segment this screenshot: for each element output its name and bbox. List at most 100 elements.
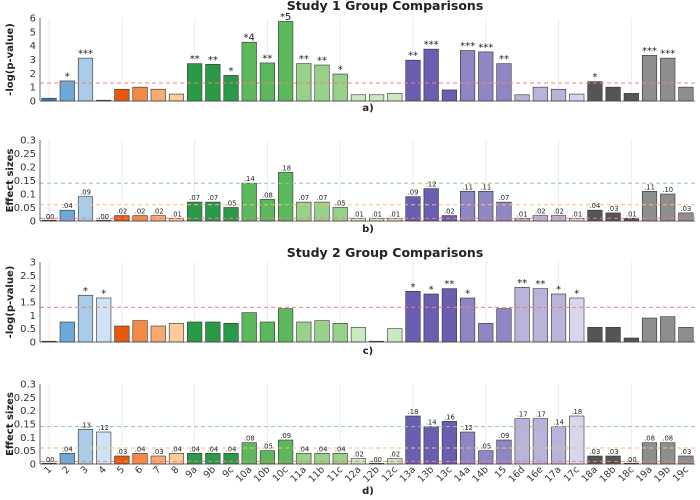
y-tick-label: 0.05: [14, 203, 36, 214]
bar-a-12b: [369, 94, 385, 102]
bar-d-9a: [187, 453, 203, 465]
bar-label-d-16d: .17: [517, 411, 528, 419]
y-tick-label: 0.05: [14, 446, 36, 457]
bar-b-19b: [660, 193, 676, 222]
x-tick-label: 11b: [307, 464, 328, 485]
bar-label-d-3: .13: [80, 421, 91, 429]
y-tick-label: 0.3: [20, 136, 36, 147]
bar-c-9a: [187, 321, 203, 343]
bar-c-10c: [278, 308, 294, 343]
bar-b-19c: [678, 212, 694, 222]
bar-a-10c: [278, 21, 294, 102]
y-axis-label: Effect sizes: [5, 392, 16, 456]
bar-d-5: [114, 455, 130, 465]
bar-c-11c: [332, 323, 348, 343]
bar-a-5: [114, 88, 130, 102]
x-tick-label: 6: [133, 464, 145, 476]
y-tick-label: 0.25: [14, 149, 36, 160]
bar-d-14b: [478, 450, 494, 465]
bar-label-b-8: .01: [171, 210, 182, 218]
bar-c-13c: [441, 288, 457, 343]
bar-label-b-10a: .14: [244, 175, 255, 183]
bar-label-c-4: *: [101, 289, 106, 300]
bar-label-a-13b: ***: [424, 40, 439, 51]
bar-label-a-10c: *5: [280, 12, 291, 23]
y-tick-label: 0.15: [14, 176, 36, 187]
bar-label-c-13b: *: [429, 285, 434, 296]
bar-label-b-10c: .18: [280, 164, 291, 172]
x-tick-label: 12c: [380, 464, 400, 484]
y-tick-label: 0.2: [20, 163, 36, 174]
bar-label-a-14a: ***: [460, 41, 475, 52]
bar-label-b-9a: .07: [189, 194, 200, 202]
bar-d-16d: [514, 418, 530, 465]
bar-a-19b: [660, 57, 676, 102]
x-tick-label: 13a: [398, 464, 418, 484]
bar-a-12c: [387, 93, 403, 102]
bar-label-d-11c: .04: [335, 445, 346, 453]
x-tick-label: 11a: [288, 464, 308, 484]
bar-label-b-14a: .11: [462, 183, 473, 191]
bar-label-a-18a: *: [592, 72, 597, 83]
bar-label-d-15: .09: [499, 432, 510, 440]
bar-b-10c: [278, 172, 294, 222]
bar-a-7: [150, 88, 166, 102]
bar-c-2: [59, 321, 75, 343]
bar-label-b-7: .02: [153, 208, 164, 216]
bar-label-b-4: .00: [98, 213, 109, 221]
bar-a-16e: [532, 86, 548, 102]
bar-label-d-11b: .04: [317, 445, 328, 453]
bar-label-c-14a: *: [465, 289, 470, 300]
y-tick-label: 0.25: [14, 393, 36, 404]
bar-label-a-19a: ***: [642, 46, 657, 57]
bar-b-9c: [223, 207, 239, 222]
y-tick-label: 2: [30, 284, 36, 295]
bar-c-3: [77, 295, 94, 343]
bar-b-14a: [459, 191, 476, 222]
bar-label-d-18b: .03: [608, 448, 619, 456]
bar-label-b-2: .04: [62, 202, 73, 210]
bar-label-d-9c: .04: [226, 445, 237, 453]
bar-label-d-5: .03: [116, 448, 127, 456]
bar-c-19b: [660, 316, 676, 343]
bar-label-c-16d: **: [517, 278, 527, 289]
bar-a-9c: [223, 75, 239, 102]
bar-d-11b: [314, 453, 330, 465]
bar-c-12a: [350, 327, 366, 343]
x-tick-label: 11c: [325, 464, 345, 484]
bar-label-d-8: .04: [171, 445, 182, 453]
bar-c-18a: [587, 327, 603, 343]
bar-label-d-17a: .14: [553, 419, 564, 427]
x-tick-label: 9b: [202, 464, 218, 480]
bar-label-a-9c: *: [229, 66, 234, 77]
bar-b-11c: [332, 207, 348, 222]
bar-a-6: [132, 86, 148, 102]
bar-label-d-12b: .00: [371, 456, 382, 464]
bar-d-13a: [405, 415, 421, 465]
bar-a-1: [41, 97, 57, 102]
bar-a-13c: [441, 89, 457, 102]
x-tick-label: 14b: [470, 464, 491, 485]
bar-a-11a: [296, 63, 312, 102]
bar-d-7: [150, 455, 166, 465]
bar-label-b-18b: .03: [608, 205, 619, 213]
bar-d-10b: [259, 450, 276, 465]
bar-label-d-14b: .05: [480, 443, 491, 451]
bar-d-9b: [205, 453, 221, 465]
bar-label-d-6: .04: [135, 445, 146, 453]
x-tick-label: 7: [151, 464, 163, 476]
bar-c-14b: [478, 323, 494, 343]
bar-label-c-16e: **: [535, 279, 545, 290]
bar-label-a-9a: **: [190, 54, 200, 65]
bar-c-15: [496, 308, 512, 343]
bar-b-13a: [405, 196, 421, 222]
bar-label-d-16e: .17: [535, 411, 546, 419]
bar-c-10a: [241, 312, 257, 343]
bar-d-13b: [423, 426, 439, 465]
bar-label-d-19c: .03: [680, 448, 691, 456]
bar-d-19a: [641, 442, 658, 465]
bar-a-16d: [514, 94, 530, 102]
y-axis-label: Effect sizes: [5, 149, 16, 213]
x-tick-label: 12a: [343, 464, 363, 484]
